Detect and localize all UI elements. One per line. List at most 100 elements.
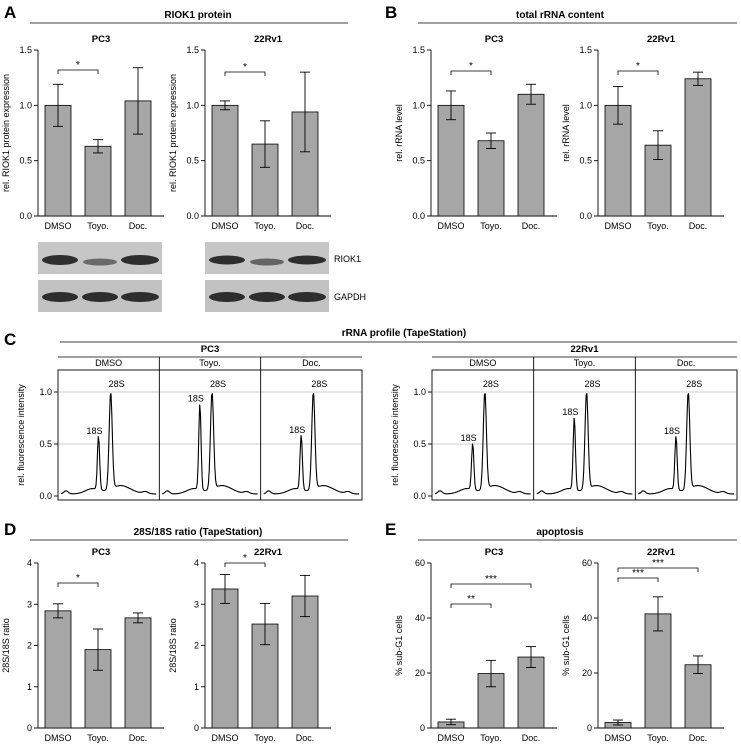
y-tick-label: 1.0	[19, 100, 32, 110]
x-tick-label: Toyo.	[87, 733, 109, 743]
x-tick-label: Toyo.	[87, 221, 109, 231]
x-tick-label: DMSO	[45, 221, 72, 231]
x-tick-label: DMSO	[605, 221, 632, 231]
peak-label-28s: 28S	[483, 379, 499, 389]
subpanel-label: DMSO	[95, 358, 122, 368]
y-tick-label: 0.0	[186, 211, 199, 221]
significance-bracket	[224, 71, 266, 76]
x-tick-label: Doc.	[522, 733, 541, 743]
y-tick-label: 0.0	[413, 491, 426, 501]
panel-letter-b: B	[385, 3, 397, 22]
significance-label: *	[469, 61, 473, 72]
panel-title-c: rRNA profile (TapeStation)	[342, 328, 466, 339]
y-tick-label: 1.5	[19, 45, 32, 55]
band	[42, 292, 78, 302]
significance-bracket	[224, 562, 266, 567]
bar	[211, 588, 239, 729]
y-axis-label: rel. rRNA level	[394, 104, 404, 162]
subpanel-label: Toyo.	[574, 358, 596, 368]
y-tick-label: 1.5	[186, 45, 199, 55]
x-tick-label: Toyo.	[480, 221, 502, 231]
y-tick-label: 0.0	[412, 211, 425, 221]
band	[250, 258, 284, 266]
profile-trace	[434, 393, 531, 495]
y-tick-label: 0.5	[39, 439, 52, 449]
y-tick-label: 1.0	[413, 387, 426, 397]
y-tick-label: 0.0	[579, 211, 592, 221]
significance-label: *	[76, 573, 80, 584]
peak-label-28s: 28S	[686, 379, 702, 389]
subchart-title: 22Rv1	[254, 34, 283, 45]
x-tick-label: Doc.	[689, 221, 708, 231]
y-tick-label: 1.5	[412, 45, 425, 55]
panel-title-b: total rRNA content	[516, 10, 605, 21]
band	[209, 255, 245, 265]
significance-bracket	[450, 583, 532, 588]
profile-trace	[536, 393, 633, 495]
blot-label-gapdh: GAPDH	[334, 292, 366, 302]
significance-label: **	[467, 594, 475, 605]
bar	[684, 78, 712, 217]
significance-label: *	[636, 61, 640, 72]
y-tick-label: 0	[194, 723, 199, 733]
y-tick-label: 0	[27, 723, 32, 733]
significance-bracket	[57, 582, 99, 587]
group-title: PC3	[201, 344, 219, 355]
y-tick-label: 1.0	[186, 100, 199, 110]
y-axis-label: rel. fluorescence intensity	[390, 384, 400, 486]
y-tick-label: 4	[194, 558, 199, 568]
profile-trace	[162, 393, 258, 495]
x-tick-label: Doc.	[296, 733, 315, 743]
subpanel-label: DMSO	[469, 358, 496, 368]
band	[288, 255, 326, 265]
significance-bracket	[617, 567, 699, 572]
significance-label: ***	[632, 568, 644, 579]
y-axis-label: rel. RIOK1 protein expression	[1, 74, 11, 192]
x-tick-label: DMSO	[438, 221, 465, 231]
significance-bracket	[617, 577, 659, 582]
significance-label: ***	[652, 558, 664, 569]
y-tick-label: 0	[420, 723, 425, 733]
band	[42, 255, 78, 265]
y-axis-label: 28S/18S ratio	[1, 618, 11, 673]
panel-title-e: apoptosis	[536, 527, 584, 538]
subchart-title: 22Rv1	[647, 547, 676, 558]
x-tick-label: DMSO	[438, 733, 465, 743]
y-tick-label: 0.5	[412, 156, 425, 166]
western-blots: RIOK1 GAPDH	[38, 242, 366, 312]
peak-label-18s: 18S	[562, 407, 578, 417]
y-tick-label: 2	[27, 641, 32, 651]
panel-title-d: 28S/18S ratio (TapeStation)	[134, 527, 263, 538]
x-tick-label: Toyo.	[254, 733, 276, 743]
bar	[477, 140, 505, 217]
subchart-title: PC3	[92, 547, 110, 558]
bar	[124, 617, 152, 729]
y-tick-label: 1.0	[579, 100, 592, 110]
subchart-title: PC3	[485, 34, 503, 45]
y-tick-label: 1.0	[412, 100, 425, 110]
x-tick-label: Doc.	[129, 733, 148, 743]
band	[82, 292, 118, 302]
profile-frame	[57, 369, 363, 501]
significance-bracket	[617, 70, 659, 75]
y-axis-label: rel. fluorescence intensity	[16, 384, 26, 486]
peak-label-28s: 28S	[109, 379, 125, 389]
y-tick-label: 60	[582, 558, 592, 568]
peak-label-28s: 28S	[210, 379, 226, 389]
x-tick-label: Doc.	[129, 221, 148, 231]
y-tick-label: 40	[415, 613, 425, 623]
y-tick-label: 2	[194, 641, 199, 651]
y-tick-label: 0.5	[186, 156, 199, 166]
peak-label-18s: 18S	[461, 433, 477, 443]
y-axis-label: % sub-G1 cells	[394, 615, 404, 676]
x-tick-label: DMSO	[212, 733, 239, 743]
y-axis-label: rel. RIOK1 protein expression	[168, 74, 178, 192]
y-tick-label: 3	[194, 599, 199, 609]
group-title: 22Rv1	[571, 344, 600, 355]
subchart-title: PC3	[92, 34, 110, 45]
bar	[211, 104, 239, 217]
y-tick-label: 20	[415, 668, 425, 678]
y-tick-label: 0.5	[413, 439, 426, 449]
band	[121, 255, 159, 265]
